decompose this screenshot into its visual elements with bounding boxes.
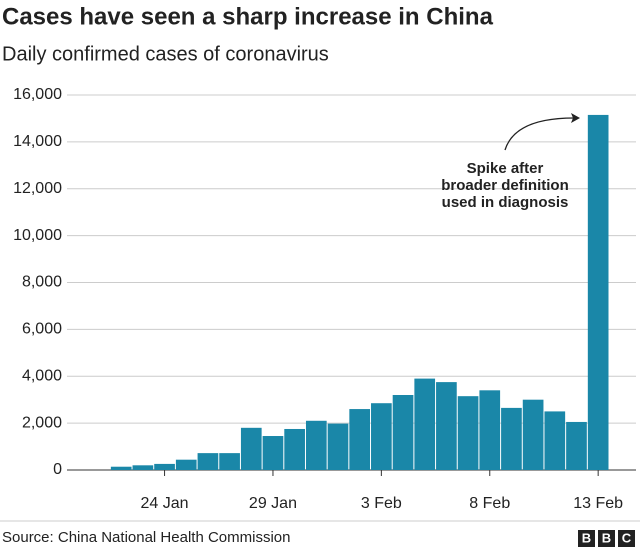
bar <box>327 423 349 470</box>
x-tick-label: 8 Feb <box>469 495 510 512</box>
bar <box>197 453 219 470</box>
bar <box>240 427 262 470</box>
chart-subtitle: Daily confirmed cases of coronavirus <box>2 43 329 65</box>
annotation: used in diagnosis <box>442 194 569 211</box>
bar <box>262 436 284 470</box>
y-tick-label: 0 <box>53 461 62 478</box>
bar <box>349 409 371 470</box>
y-tick-label: 16,000 <box>13 86 62 103</box>
arrow-head <box>571 113 580 123</box>
logo-letter: B <box>602 530 611 545</box>
logo-block <box>598 530 615 547</box>
x-tick-label: 24 Jan <box>141 495 189 512</box>
y-tick-label: 12,000 <box>13 180 62 197</box>
y-tick-label: 4,000 <box>22 367 62 384</box>
annotation: Spike after <box>467 160 544 177</box>
bar <box>414 378 436 470</box>
bar <box>305 420 327 470</box>
bar <box>457 396 479 470</box>
bar <box>110 466 132 470</box>
bar <box>154 463 175 470</box>
bar <box>436 382 457 470</box>
x-tick-label: 13 Feb <box>573 495 623 512</box>
y-tick-label: 2,000 <box>22 414 62 431</box>
logo-block <box>578 530 595 547</box>
bar <box>587 114 609 470</box>
y-tick-label: 14,000 <box>13 133 62 150</box>
bar <box>501 407 522 470</box>
logo: B B C <box>578 530 635 547</box>
bar <box>566 421 587 470</box>
annotation-arrow <box>504 117 575 151</box>
x-tick-label: 29 Jan <box>249 495 297 512</box>
bar <box>175 459 197 470</box>
bar <box>371 403 392 470</box>
y-tick-label: 8,000 <box>22 274 62 291</box>
bar <box>392 395 414 470</box>
x-tick-label: 3 Feb <box>361 495 402 512</box>
logo-letter: B <box>582 530 591 545</box>
logo-block <box>618 530 635 547</box>
bar <box>219 453 240 470</box>
bar <box>544 411 566 470</box>
chart-title: Cases have seen a sharp increase in Chin… <box>2 3 494 30</box>
bar <box>522 399 544 470</box>
y-tick-label: 10,000 <box>13 227 62 244</box>
bar <box>284 428 305 470</box>
annotation: broader definition <box>441 177 569 194</box>
y-tick-label: 6,000 <box>22 321 62 338</box>
logo-letter: C <box>622 530 632 545</box>
bar <box>479 390 501 470</box>
source: Source: China National Health Commission <box>2 529 290 546</box>
bar <box>132 465 154 470</box>
